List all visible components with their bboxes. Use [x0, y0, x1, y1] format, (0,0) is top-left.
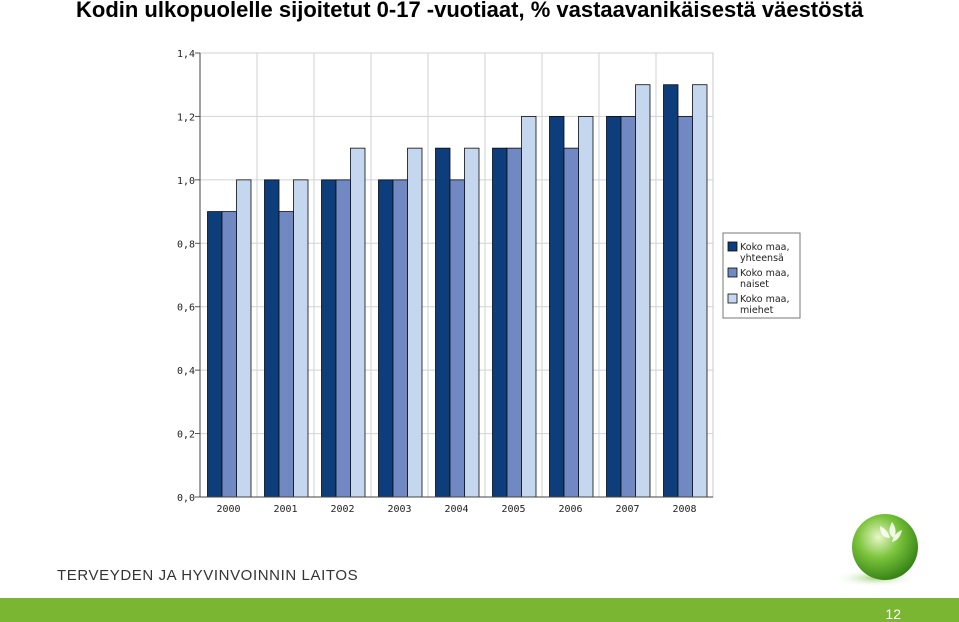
bar-2003-series-1: [378, 179, 394, 498]
legend-label: Koko maa,: [740, 294, 789, 305]
bar-2007-series-1: [606, 116, 622, 498]
y-tick-label: 0,8: [177, 239, 195, 250]
bar-2008-series-3: [692, 84, 708, 498]
bar-2007-series-2: [620, 116, 636, 498]
chart-bars: [207, 84, 708, 498]
y-tick-label: 1,0: [177, 176, 195, 187]
x-tick-label: 2006: [558, 504, 582, 515]
bar-2006-series-1: [549, 116, 565, 498]
y-tick-label: 0,0: [177, 493, 195, 504]
x-tick-label: 2008: [672, 504, 696, 515]
x-tick-label: 2004: [444, 504, 468, 515]
organization-name: TERVEYDEN JA HYVINVOINNIN LAITOS: [57, 567, 359, 584]
bar-2006-series-2: [563, 147, 579, 498]
bar-2001-series-1: [264, 179, 280, 498]
x-tick-label: 2007: [615, 504, 639, 515]
x-tick-label: 2005: [501, 504, 525, 515]
bar-2008-series-1: [663, 84, 679, 498]
x-tick-label: 2002: [330, 504, 354, 515]
x-tick-label: 2000: [216, 504, 240, 515]
legend-label: Koko maa,: [740, 268, 789, 279]
logo-globe-icon: [834, 514, 918, 587]
bar-2000-series-2: [221, 211, 237, 498]
legend-swatch: [727, 293, 738, 304]
bar-2004-series-3: [464, 147, 480, 498]
x-tick-label: 2003: [387, 504, 411, 515]
page-number: 12: [885, 606, 901, 622]
bar-2007-series-3: [635, 84, 651, 498]
y-tick-label: 0,2: [177, 430, 195, 441]
y-tick-label: 1,2: [177, 112, 195, 123]
bar-2004-series-2: [449, 179, 465, 498]
bar-2003-series-2: [392, 179, 408, 498]
bar-2001-series-2: [278, 211, 294, 498]
bar-2005-series-3: [521, 116, 537, 498]
bar-2004-series-1: [435, 147, 451, 498]
footer-bar: [0, 598, 959, 622]
legend-label: yhteensä: [740, 253, 784, 264]
bar-2003-series-3: [407, 147, 423, 498]
bar-2002-series-1: [321, 179, 337, 498]
y-tick-label: 0,6: [177, 303, 195, 314]
bar-2005-series-2: [506, 147, 522, 498]
slide-title: Kodin ulkopuolelle sijoitetut 0-17 -vuot…: [76, 0, 864, 22]
x-tick-label: 2001: [273, 504, 297, 515]
legend-label: Koko maa,: [740, 242, 789, 253]
bar-2000-series-3: [236, 179, 252, 498]
legend-swatch: [727, 241, 738, 252]
legend-swatch: [727, 267, 738, 278]
bar-2000-series-1: [207, 211, 223, 498]
bar-2006-series-3: [578, 116, 594, 498]
legend-label: miehet: [740, 305, 774, 316]
bar-2002-series-3: [350, 147, 366, 498]
bar-2008-series-2: [677, 116, 693, 498]
chart-axes: 0,0 0,2 0,4 0,6 0,8 1,0 1,2 1,4 2000 2001 2002 2003…: [177, 49, 713, 515]
bar-2001-series-3: [293, 179, 309, 498]
legend-label: naiset: [740, 279, 769, 290]
y-tick-label: 1,4: [177, 49, 195, 60]
bar-2002-series-2: [335, 179, 351, 498]
bar-2005-series-1: [492, 147, 508, 498]
y-tick-label: 0,4: [177, 366, 195, 377]
